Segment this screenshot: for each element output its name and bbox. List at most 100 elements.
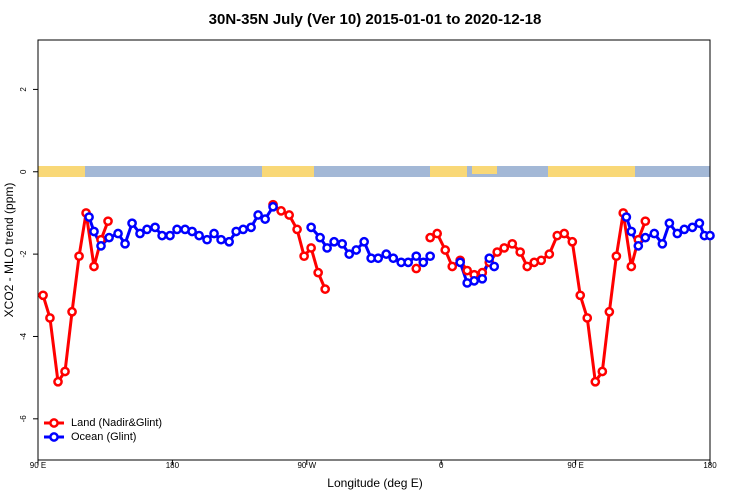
data-point <box>172 224 182 235</box>
data-point <box>507 238 518 249</box>
x-tick-label: 0 <box>439 461 444 470</box>
data-point <box>67 306 77 317</box>
data-point <box>246 222 256 233</box>
data-point <box>515 247 526 257</box>
data-point <box>292 224 302 235</box>
data-point <box>306 243 316 253</box>
data-point <box>113 228 123 239</box>
data-point <box>694 218 705 229</box>
data-point <box>224 236 234 247</box>
data-point <box>575 290 586 301</box>
data-point <box>462 265 473 276</box>
data-point <box>238 224 249 235</box>
data-point <box>120 238 130 249</box>
data-point <box>432 228 443 239</box>
data-point <box>187 226 197 237</box>
data-point <box>403 257 414 268</box>
data-point <box>633 241 644 251</box>
data-point <box>687 222 698 233</box>
data-point <box>313 267 323 278</box>
x-tick-label: 90 W <box>297 461 316 470</box>
data-point <box>440 245 451 255</box>
data-point <box>381 249 392 259</box>
data-point <box>268 201 278 212</box>
x-axis-label: Longitude (deg E) <box>327 476 422 490</box>
data-point <box>626 226 637 237</box>
data-point <box>96 241 106 251</box>
y-tick-label: 2 <box>19 87 28 92</box>
data-point <box>322 243 332 253</box>
data-point <box>84 212 94 222</box>
legend-box <box>39 413 185 447</box>
data-point <box>284 210 295 220</box>
data-point <box>53 376 63 387</box>
data-point <box>597 366 608 377</box>
data-point <box>216 234 226 245</box>
data-point <box>640 216 651 227</box>
x-tick-label: 90 E <box>567 461 583 470</box>
data-point <box>536 255 547 266</box>
land-band <box>38 166 85 177</box>
data-point <box>522 261 533 272</box>
y-tick-label: -6 <box>19 415 28 423</box>
plot-frame <box>37 39 711 461</box>
data-point <box>484 253 495 264</box>
legend-label: Ocean (Glint) <box>71 431 136 443</box>
data-point <box>425 232 435 243</box>
y-tick-label: -2 <box>19 250 28 258</box>
data-point <box>559 228 570 239</box>
data-point <box>664 218 675 229</box>
data-point <box>337 238 348 249</box>
data-point <box>351 245 362 255</box>
data-point <box>103 216 113 227</box>
legend: Land (Nadir&Glint) Ocean (Glint) <box>39 413 185 447</box>
legend-marker <box>49 432 59 442</box>
data-point <box>299 251 309 262</box>
data-point <box>306 222 316 233</box>
data-point <box>74 251 84 262</box>
data-point <box>489 261 500 272</box>
data-point <box>127 218 137 229</box>
data-point <box>604 306 615 317</box>
data-point <box>492 247 503 257</box>
data-point <box>320 284 331 294</box>
data-point <box>315 232 325 243</box>
data-point <box>260 214 270 224</box>
data-point <box>142 224 152 235</box>
data-point <box>418 257 429 268</box>
data-point <box>329 236 339 247</box>
legend-label: Land (Nadir&Glint) <box>71 417 162 429</box>
data-point <box>135 228 145 239</box>
series-line <box>41 203 647 384</box>
data-point <box>411 263 422 274</box>
data-point <box>567 236 578 247</box>
data-point <box>672 228 683 239</box>
x-tick-label: 180 <box>703 461 717 470</box>
ocean-band <box>38 166 710 177</box>
x-tick-label: 180 <box>166 461 180 470</box>
data-point <box>344 249 355 259</box>
data-point <box>626 261 637 272</box>
land-band <box>430 166 467 177</box>
data-point <box>89 261 99 272</box>
data-point <box>359 236 369 247</box>
data-point <box>621 212 632 222</box>
data-point <box>447 261 458 272</box>
y-tick-label: -4 <box>19 332 28 340</box>
data-point <box>590 376 601 387</box>
data-point <box>38 290 48 301</box>
data-point <box>253 210 263 220</box>
data-point <box>611 251 622 262</box>
data-point <box>477 273 488 284</box>
data-point <box>455 257 466 268</box>
data-point <box>373 253 384 264</box>
x-tick-label: 90 E <box>30 461 46 470</box>
data-point <box>276 206 286 216</box>
data-point <box>89 226 99 237</box>
data-point <box>425 251 435 262</box>
data-point <box>104 232 114 243</box>
chart-title: 30N-35N July (Ver 10) 2015-01-01 to 2020… <box>209 11 542 28</box>
data-point <box>469 276 480 286</box>
data-point <box>150 222 160 233</box>
